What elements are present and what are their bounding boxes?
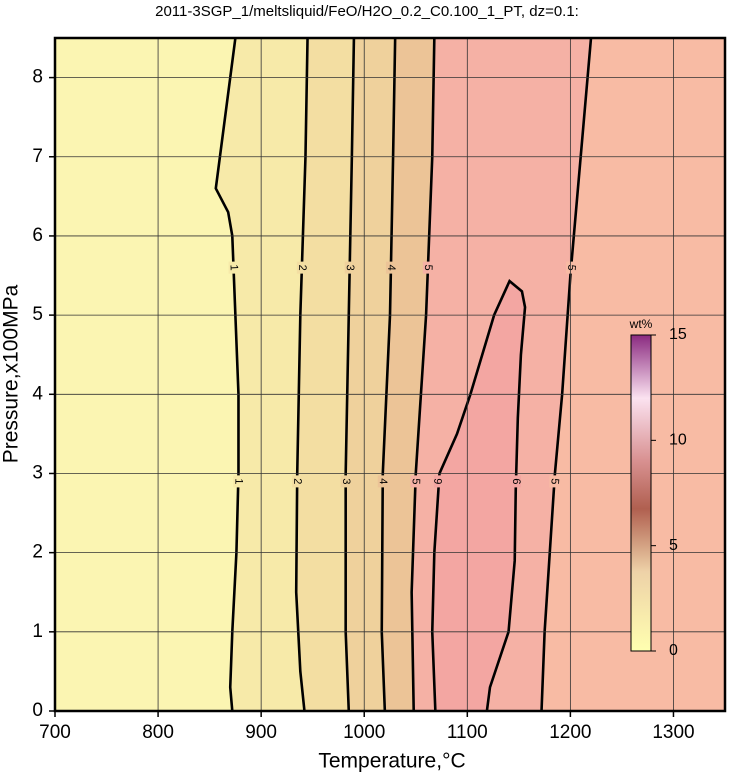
contour-label-bg: [549, 475, 560, 488]
contour-label-bg: [385, 261, 396, 274]
contour-label: 6: [510, 478, 522, 484]
y-tick-label: 1: [32, 621, 43, 642]
contour-label: 5: [548, 478, 560, 485]
plot-frame: [53, 36, 727, 713]
y-tick-label: 8: [32, 67, 43, 88]
x-tick-label: 700: [39, 722, 71, 743]
contour-label-bg: [510, 475, 521, 488]
plot-area: 1 1 2 2 3 3 4 4 5 5 6 6 5 5: [55, 38, 725, 711]
y-tick-label: 0: [32, 700, 43, 721]
x-tick-label: 800: [142, 722, 174, 743]
contour-line: [540, 38, 593, 711]
contour-region: [432, 281, 526, 711]
contour-label-bg: [233, 475, 244, 488]
contour-label-bg: [410, 475, 421, 488]
x-axis-label: Temperature,°C: [318, 750, 465, 773]
x-tick-label: 1100: [447, 722, 488, 743]
y-tick-label: 5: [32, 304, 43, 325]
contour-label-bg: [344, 261, 355, 274]
contour-label-bg: [433, 475, 444, 488]
contour-label: 5: [409, 478, 421, 485]
contour-label-bg: [228, 261, 239, 274]
contour-label-bg: [292, 475, 303, 488]
colorbar-tick-label: 15: [669, 326, 687, 343]
colorbar: [630, 334, 652, 652]
x-tick-label: 1200: [549, 722, 591, 743]
contour-label-bg: [566, 261, 577, 274]
colorbar-tick-label: 0: [669, 642, 678, 659]
colorbar-tick-label: 5: [669, 537, 678, 554]
contour-label: 6: [433, 478, 445, 485]
contour-label-bg: [422, 261, 433, 274]
contour-label: 1: [228, 264, 240, 271]
contour-label: 5: [422, 264, 434, 271]
contour-label-bg: [377, 475, 388, 488]
contour-line: [214, 38, 240, 711]
contour-label: 4: [377, 478, 389, 484]
y-axis-label: Pressure,x100MPa: [0, 284, 23, 463]
x-tick-label: 1300: [652, 722, 694, 743]
contour-label: 3: [344, 264, 356, 270]
contour-label: 5: [565, 264, 577, 271]
colorbar-label: wt%: [629, 317, 653, 331]
contour-label-bg: [296, 261, 307, 274]
y-tick-label: 2: [32, 542, 43, 563]
colorbar-tick-label: 10: [669, 432, 687, 449]
contour-label: 4: [385, 264, 397, 270]
x-tick-label: 1000: [343, 722, 385, 743]
contour-label: 2: [291, 478, 303, 484]
contour-label: 2: [296, 264, 308, 271]
contour-label-bg: [340, 475, 351, 488]
contour-line: [430, 278, 527, 711]
overlay: 700 800 900 1000 1100 1200 1300012345678wt%051…: [32, 36, 727, 743]
x-tick-label: 900: [245, 722, 277, 743]
y-tick-label: 3: [32, 462, 43, 483]
y-tick-label: 7: [32, 146, 43, 167]
contour-label: 1: [232, 478, 244, 484]
y-tick-label: 6: [32, 225, 43, 246]
contour-label: 3: [340, 478, 352, 484]
y-tick-label: 4: [32, 383, 43, 404]
chart-title: 2011-3SGP_1/meltsliquid/FeO/H2O_0.2_C0.1…: [155, 3, 579, 20]
